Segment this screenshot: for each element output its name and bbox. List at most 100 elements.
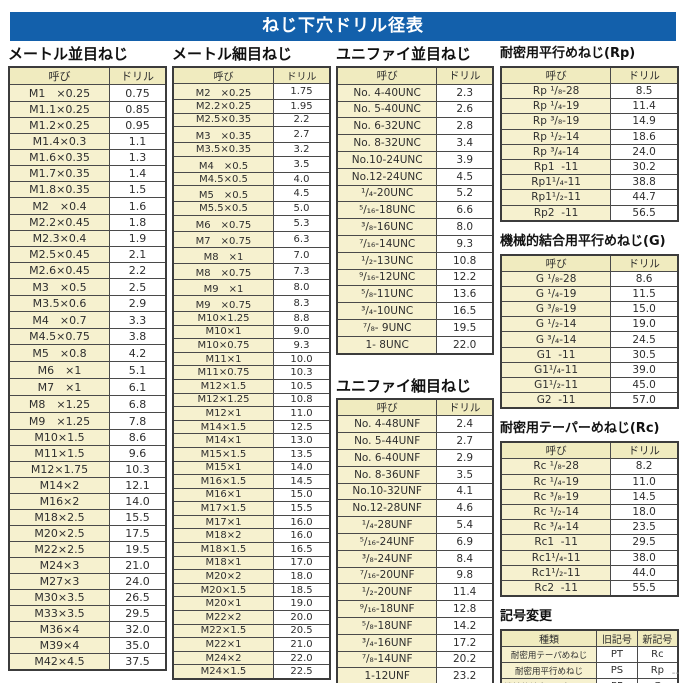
table-row: M5 ×0.8 4.2: [8, 344, 167, 362]
drill-value-cell: 2.2: [108, 262, 167, 279]
thread-name-cell: M14×1.5: [172, 419, 274, 435]
drill-value-cell: 1.5: [108, 181, 167, 198]
table-row: ¹/₄-28UNF 5.4: [336, 516, 494, 534]
drill-value-cell: 10.3: [272, 365, 331, 380]
table-row: ⁵/₈-11UNC 13.6: [336, 285, 494, 304]
thread-name-cell: M10×1.25: [172, 310, 274, 326]
table-row: ¹/₂-20UNF 11.4: [336, 583, 494, 602]
thread-name-cell: M24×3: [8, 557, 110, 574]
drill-value-cell: 14.9: [610, 113, 679, 130]
table-row: M4 ×0.7 3.3: [8, 311, 167, 329]
drill-value-cell: 0.75: [108, 84, 167, 102]
drill-value-cell: 2.2: [272, 112, 331, 128]
drill-value-cell: 13.0: [272, 433, 331, 448]
thread-name-cell: M2.2×0.45: [8, 214, 110, 231]
table-row: M15×1.5 13.5: [172, 446, 331, 462]
drill-value-cell: 2.6: [436, 100, 494, 119]
drill-value-cell: 2.7: [436, 432, 494, 450]
page-title: ねじ下穴ドリル径表: [262, 16, 424, 36]
drill-value-cell: 19.5: [436, 318, 494, 337]
table-row: M39×4 35.0: [8, 637, 167, 654]
drill-value-cell: 30.2: [610, 158, 679, 176]
table-row: ³/₄-10UNC 16.5: [336, 302, 494, 320]
table-row: No.12-24UNC 4.5: [336, 167, 494, 186]
thread-name-cell: No.12-24UNC: [336, 167, 438, 186]
drill-value-cell: 15.5: [272, 501, 331, 516]
drill-value-cell: 10.5: [272, 378, 331, 394]
thread-name-cell: M18×2.5: [8, 509, 110, 526]
table-row: ⁵/₈-18UNF 14.2: [336, 616, 494, 635]
thread-name-cell: G ¹/₂-14: [500, 316, 612, 333]
drill-value-cell: 8.2: [610, 458, 679, 475]
thread-name-cell: No. 4-48UNF: [336, 415, 438, 434]
name-column-header: 呼び: [8, 66, 110, 85]
table-row: M9 ×1 8.0: [172, 278, 331, 296]
section-title-unified-fine: ユニファイ細目ねじ: [336, 376, 472, 395]
drill-value-cell: 9.3: [436, 234, 494, 253]
thread-name-cell: M22×1.5: [172, 623, 274, 639]
table-row: M5 ×0.5 4.5: [172, 185, 331, 203]
type-column-header: 種類: [500, 629, 598, 648]
drill-value-cell: 57.0: [610, 392, 679, 409]
thread-name-cell: No.10-32UNF: [336, 482, 438, 501]
thread-name-cell: M7 ×0.75: [172, 230, 274, 248]
table-row: 機械的結合用平行めねじPFG: [500, 678, 679, 683]
name-column-header: 呼び: [336, 66, 438, 85]
table-row: M24×3 21.0: [8, 557, 167, 574]
section-title-symbol-change: 記号変更: [500, 609, 553, 625]
thread-name-cell: M20×1: [172, 596, 274, 612]
drill-value-cell: 13.5: [272, 446, 331, 462]
table-row: No. 8-32UNC 3.4: [336, 134, 494, 152]
thread-name-cell: M2.2×0.25: [172, 99, 274, 114]
table-row: M4.5×0.5 4.0: [172, 171, 331, 187]
table-row: M8 ×0.75 7.3: [172, 262, 331, 280]
drill-column-header: ドリル: [436, 66, 494, 85]
thread-name-cell: 1-12UNF: [336, 667, 438, 683]
name-column-header: 呼び: [500, 254, 612, 272]
drill-value-cell: 3.2: [272, 142, 331, 157]
table-header-row: 呼び ドリル: [172, 66, 331, 84]
table-row: M12×1.5 10.5: [172, 378, 331, 394]
drill-value-cell: 12.5: [272, 419, 331, 435]
thread-name-cell: M4 ×0.5: [172, 155, 274, 173]
drill-value-cell: 9.0: [272, 324, 331, 340]
table-row: No. 8-36UNF 3.5: [336, 465, 494, 484]
drill-value-cell: 20.2: [436, 650, 494, 669]
rp-table: 呼び ドリル Rp ¹/₈-28 8.5 Rp ¹/₄-19 11.4 Rp ³/₈-1…: [500, 66, 679, 222]
thread-name-cell: ⁵/₁₆-18UNC: [336, 201, 438, 220]
drill-value-cell: 11.0: [272, 406, 331, 421]
thread-name-cell: Rp1¹/₄-11: [500, 174, 612, 191]
drill-value-cell: 19.5: [108, 541, 167, 558]
table-row: M7 ×1 6.1: [8, 378, 167, 396]
drill-value-cell: 1.95: [272, 99, 331, 114]
section-title-unified-coarse: ユニファイ並目ねじ: [336, 45, 472, 63]
thread-name-cell: M36×4: [8, 621, 110, 638]
drill-value-cell: 1.9: [108, 230, 167, 247]
drill-value-cell: 22.5: [272, 664, 331, 680]
table-row: ³/₄-16UNF 17.2: [336, 633, 494, 652]
table-row: M2.6×0.45 2.2: [8, 262, 167, 279]
thread-name-cell: No. 6-32UNC: [336, 117, 438, 136]
table-row: M1.6×0.35 1.3: [8, 149, 167, 166]
thread-name-cell: No. 5-44UNF: [336, 432, 438, 450]
thread-name-cell: No.10-24UNC: [336, 150, 438, 169]
table-row: M18×2.5 15.5: [8, 509, 167, 526]
thread-name-cell: G1¹/₂-11: [500, 376, 612, 394]
drill-value-cell: 23.2: [436, 667, 494, 683]
thread-name-cell: G ¹/₈-28: [500, 270, 612, 287]
table-row: M10×0.75 9.3: [172, 338, 331, 353]
table-row: M20×2 18.0: [172, 569, 331, 584]
drill-value-cell: 1.8: [108, 214, 167, 231]
thread-name-cell: Rp ³/₄-14: [500, 143, 612, 160]
table-header-row: 呼び ドリル: [336, 398, 494, 417]
section-title-g: 機械的結合用平行めねじ(G): [500, 233, 666, 249]
drill-value-cell: 18.6: [610, 128, 679, 145]
thread-name-cell: M3.5×0.6: [8, 295, 110, 312]
table-row: M2.5×0.45 2.1: [8, 246, 167, 263]
drill-value-cell: 2.4: [436, 415, 494, 434]
drill-value-cell: 1.75: [272, 83, 331, 100]
unified-section: ユニファイ並目ねじ 呼び ドリル No. 4-40UNC 2.3 No. 5-40U…: [336, 45, 494, 683]
drill-value-cell: 39.0: [610, 361, 679, 379]
table-header-row: 呼び ドリル: [500, 441, 679, 460]
drill-value-cell: 5.1: [108, 361, 167, 379]
